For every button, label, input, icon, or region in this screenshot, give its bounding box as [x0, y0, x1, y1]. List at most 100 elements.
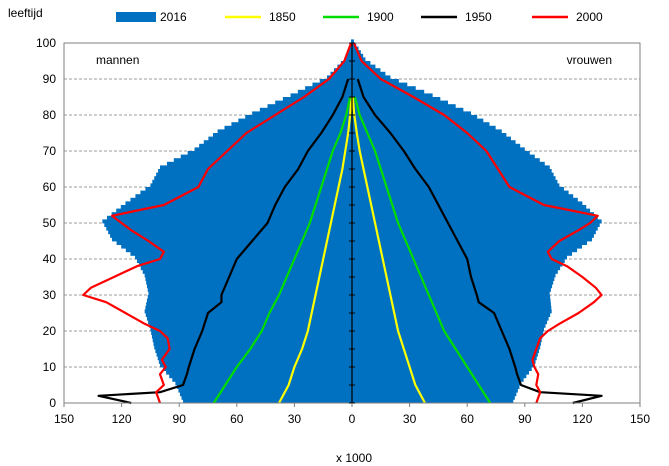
bar-male-2016	[145, 187, 352, 191]
bar-male-2016	[144, 273, 352, 278]
bar-male-2016	[146, 298, 352, 303]
bar-female-2016	[352, 125, 496, 130]
bar-male-2016	[152, 179, 352, 184]
bar-female-2016	[352, 79, 399, 83]
bar-male-2016	[154, 345, 352, 350]
bar-female-2016	[352, 287, 551, 292]
bar-female-2016	[352, 280, 554, 285]
bar-female-2016	[352, 93, 433, 98]
legend: 2016 1850 1900 1950 2000	[116, 10, 603, 24]
bar-female-2016	[352, 323, 546, 328]
bar-female-2016	[352, 61, 371, 65]
legend-label-1850: 1850	[269, 10, 296, 24]
line-male-1900	[212, 96, 352, 404]
bar-male-2016	[140, 190, 352, 195]
bar-female-2016	[352, 219, 602, 224]
bar-female-2016	[352, 172, 554, 177]
bar-male-2016	[155, 349, 352, 353]
x-tick-label: 90	[173, 412, 187, 426]
bar-male-2016	[319, 79, 352, 83]
bar-female-2016	[352, 122, 490, 127]
bar-male-2016	[187, 151, 352, 155]
bar-female-2016	[352, 237, 592, 242]
y-tick-label: 80	[43, 108, 57, 122]
bar-female-2016	[352, 151, 530, 155]
y-tick-label: 10	[43, 360, 57, 374]
bar-male-2016	[111, 212, 352, 217]
y-tick-label: 100	[36, 36, 56, 50]
bar-male-2016	[176, 385, 352, 389]
bar-female-2016	[352, 212, 594, 217]
bar-male-2016	[120, 205, 352, 209]
bar-female-2016	[352, 133, 507, 137]
bar-female-2016	[352, 50, 361, 55]
bar-female-2016	[352, 331, 544, 335]
bar-female-2016	[352, 223, 600, 227]
bar-male-2016	[156, 352, 352, 357]
bar-female-2016	[352, 255, 568, 260]
bar-male-2016	[231, 122, 352, 127]
bar-male-2016	[110, 233, 352, 238]
bar-male-2016	[116, 241, 352, 245]
x-tick-label: 0	[349, 412, 356, 426]
bar-female-2016	[352, 284, 553, 289]
bar-female-2016	[352, 104, 456, 109]
bar-male-2016	[157, 356, 352, 361]
bar-female-2016	[352, 392, 517, 397]
line-female-1900	[353, 96, 492, 404]
x-tick-label: 30	[288, 412, 302, 426]
bar-female-2016	[352, 305, 552, 310]
bar-male-2016	[179, 392, 352, 397]
bar-female-2016	[352, 273, 556, 278]
bar-female-2016	[352, 359, 536, 364]
x-axis-label: x 1000	[336, 451, 372, 465]
bar-male-2016	[194, 147, 352, 152]
bar-female-2016	[352, 129, 502, 134]
bar-female-2016	[352, 208, 591, 213]
bar-male-2016	[138, 262, 352, 267]
bar-male-2016	[172, 377, 352, 382]
x-tick-label: 150	[54, 412, 74, 426]
bar-male-2016	[145, 277, 352, 281]
series-lines	[82, 42, 603, 405]
bar-male-2016	[145, 313, 352, 317]
bar-male-2016	[178, 388, 352, 393]
bar-female-2016	[352, 395, 515, 400]
line-male-1950	[97, 78, 350, 405]
bar-female-2016	[352, 136, 511, 141]
x-tick-label: 60	[461, 412, 475, 426]
bar-male-2016	[104, 223, 352, 227]
bar-male-2016	[146, 280, 352, 285]
bar-female-2016	[352, 226, 598, 231]
bar-male-2016	[154, 176, 352, 181]
bar-female-2016	[352, 205, 587, 209]
bar-male-2016	[147, 287, 352, 292]
bar-female-2016	[352, 399, 514, 404]
y-tick-label: 60	[43, 180, 57, 194]
bar-male-2016	[158, 359, 352, 364]
bar-female-2016	[352, 262, 563, 267]
side-label-men: mannen	[96, 53, 139, 67]
bar-female-2016	[352, 118, 484, 123]
x-tick-label: 30	[403, 412, 417, 426]
bar-female-2016	[352, 295, 551, 299]
y-tick-label: 90	[43, 72, 57, 86]
bar-female-2016	[352, 356, 537, 361]
bar-male-2016	[108, 230, 352, 235]
x-tick-label: 150	[630, 412, 650, 426]
axes: 0 10 20 30 40 50 60 70 80 90 100 150 120 90 60 30 0 30 60 9…	[36, 36, 650, 426]
bar-female-2016	[352, 165, 550, 170]
bar-male-2016	[146, 284, 352, 289]
x-tick-label: 120	[112, 412, 132, 426]
bar-male-2016	[106, 226, 353, 231]
bar-male-2016	[140, 266, 352, 271]
bar-male-2016	[297, 89, 352, 94]
bar-male-2016	[147, 295, 352, 299]
bar-female-2016	[352, 377, 524, 382]
bar-female-2016	[352, 230, 596, 235]
bar-male-2016	[175, 381, 352, 386]
bar-female-2016	[352, 244, 583, 249]
bar-male-2016	[327, 75, 352, 80]
bar-female-2016	[352, 97, 441, 101]
bar-male-2016	[151, 331, 352, 335]
